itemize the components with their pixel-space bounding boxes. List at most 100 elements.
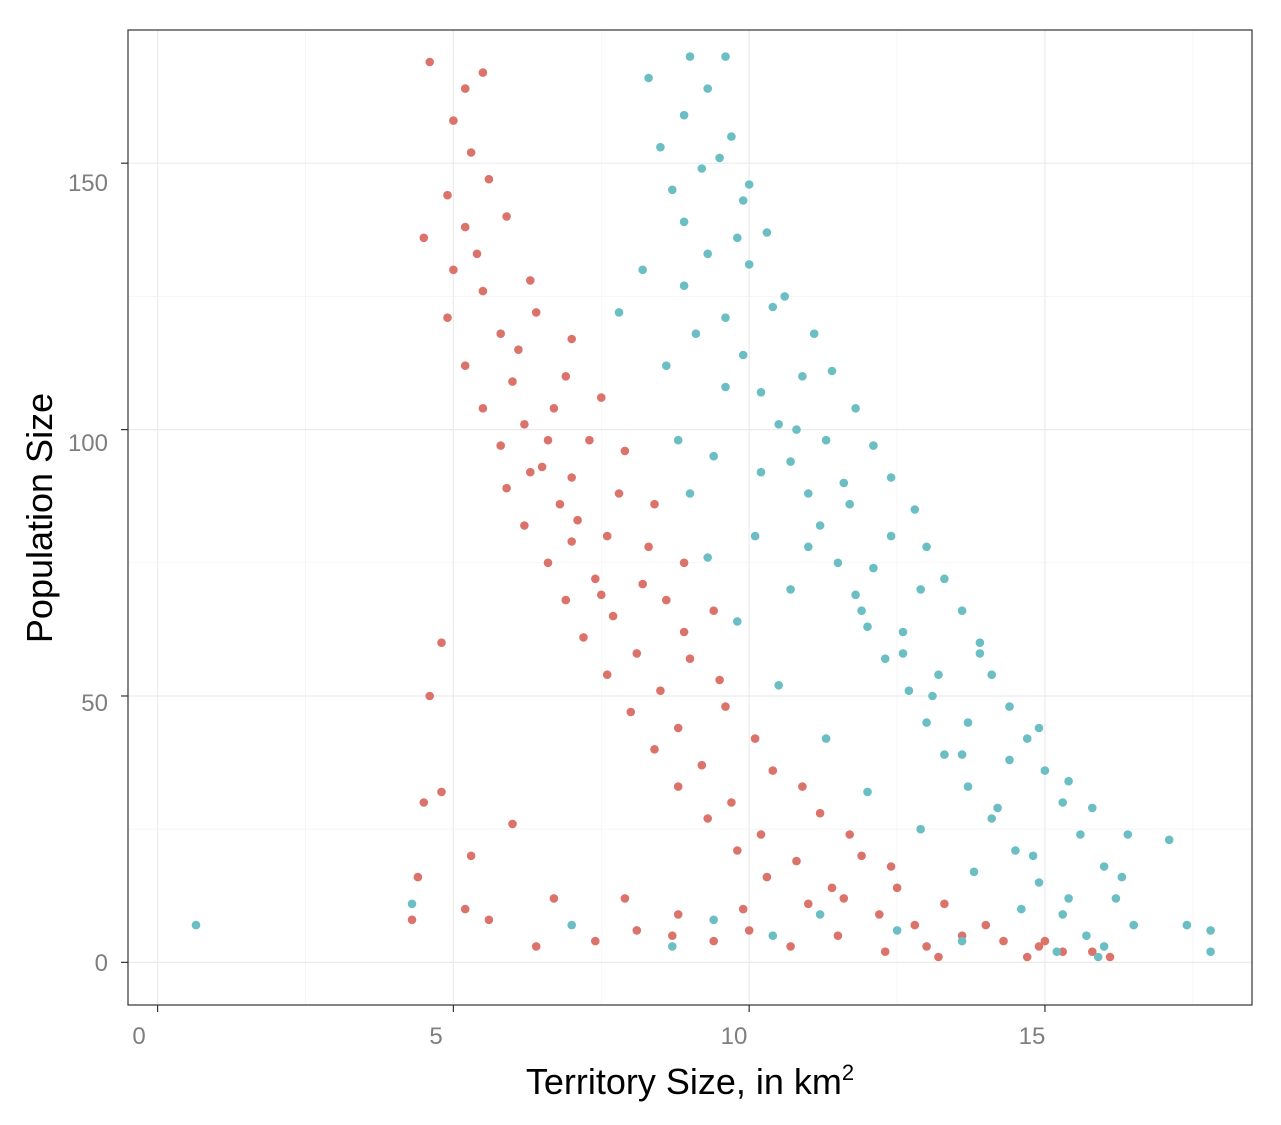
- data-point: [1164, 835, 1174, 845]
- data-point: [478, 286, 488, 296]
- data-point: [567, 920, 576, 930]
- data-point: [549, 404, 559, 413]
- data-point: [602, 670, 612, 679]
- data-point: [685, 654, 695, 663]
- data-point: [703, 553, 712, 562]
- data-point: [502, 483, 511, 493]
- data-point: [478, 68, 488, 77]
- data-point: [644, 73, 653, 83]
- data-point: [987, 814, 996, 823]
- data-point: [585, 435, 594, 445]
- data-point: [662, 361, 671, 371]
- data-point: [407, 899, 417, 909]
- data-point: [644, 542, 653, 552]
- data-point: [413, 872, 423, 882]
- data-point: [1093, 952, 1103, 962]
- data-points: [191, 52, 1215, 962]
- data-point: [597, 590, 606, 600]
- y-tick-label-0: 0: [95, 950, 108, 977]
- data-point: [886, 862, 896, 871]
- data-point: [520, 420, 529, 429]
- data-point: [668, 931, 677, 940]
- x-tick-label-0: 0: [132, 1023, 145, 1050]
- data-point: [567, 537, 576, 546]
- y-tick-label-1: 50: [81, 690, 108, 717]
- data-point: [815, 808, 825, 818]
- data-point: [999, 936, 1008, 946]
- data-point: [815, 521, 825, 530]
- data-point: [934, 670, 943, 679]
- data-point: [845, 830, 854, 839]
- data-point: [496, 329, 506, 339]
- data-point: [863, 787, 872, 797]
- data-point: [191, 920, 201, 930]
- data-point: [815, 910, 825, 919]
- data-point: [614, 308, 624, 317]
- data-point: [697, 760, 707, 770]
- data-point: [969, 867, 979, 877]
- data-point: [922, 942, 931, 951]
- data-point: [768, 302, 778, 312]
- data-point: [626, 707, 636, 717]
- data-point: [662, 595, 671, 605]
- data-point: [715, 153, 724, 163]
- data-point: [774, 681, 783, 690]
- data-point: [567, 473, 576, 482]
- data-point: [697, 164, 707, 173]
- data-point: [768, 931, 778, 940]
- data-point: [1088, 803, 1097, 813]
- data-point: [804, 899, 813, 909]
- data-point: [839, 894, 849, 903]
- data-point: [904, 686, 914, 695]
- data-point: [940, 574, 949, 584]
- data-point: [460, 84, 470, 93]
- data-point: [898, 649, 908, 658]
- data-point: [502, 212, 511, 221]
- data-point: [910, 920, 920, 930]
- data-point: [709, 606, 718, 615]
- data-point: [880, 947, 890, 956]
- data-point: [650, 499, 659, 509]
- data-point: [531, 308, 541, 317]
- data-point: [514, 345, 523, 355]
- data-point: [756, 830, 766, 839]
- data-point: [1206, 947, 1215, 956]
- series-0-points: [407, 57, 1115, 962]
- data-point: [484, 174, 494, 184]
- data-point: [1028, 851, 1038, 861]
- data-point: [466, 148, 476, 157]
- data-point: [738, 196, 748, 205]
- data-point: [526, 467, 535, 477]
- data-point: [744, 180, 754, 189]
- data-point: [638, 265, 647, 275]
- data-point: [898, 627, 908, 637]
- data-point: [762, 872, 772, 882]
- data-point: [673, 910, 683, 919]
- y-tick-label-3: 150: [68, 170, 108, 197]
- data-point: [928, 691, 937, 701]
- data-point: [1076, 830, 1085, 839]
- data-point: [886, 531, 896, 541]
- data-point: [957, 750, 967, 759]
- data-point: [1005, 702, 1014, 711]
- data-point: [679, 110, 689, 120]
- data-point: [685, 52, 695, 61]
- y-axis-title: Population Size: [19, 393, 60, 643]
- data-point: [478, 404, 488, 413]
- data-point: [549, 894, 559, 903]
- data-point: [620, 446, 630, 456]
- data-point: [709, 915, 718, 925]
- data-point: [561, 372, 571, 381]
- x-tick-label-3: 15: [1019, 1023, 1046, 1050]
- data-point: [744, 926, 754, 935]
- data-point: [1052, 947, 1062, 956]
- data-point: [1182, 920, 1192, 930]
- data-point: [804, 542, 813, 552]
- data-point: [922, 718, 931, 727]
- data-point: [892, 883, 902, 893]
- data-point: [656, 686, 665, 695]
- data-point: [809, 329, 819, 339]
- data-point: [1040, 936, 1050, 946]
- data-point: [869, 441, 878, 450]
- data-point: [1058, 910, 1067, 919]
